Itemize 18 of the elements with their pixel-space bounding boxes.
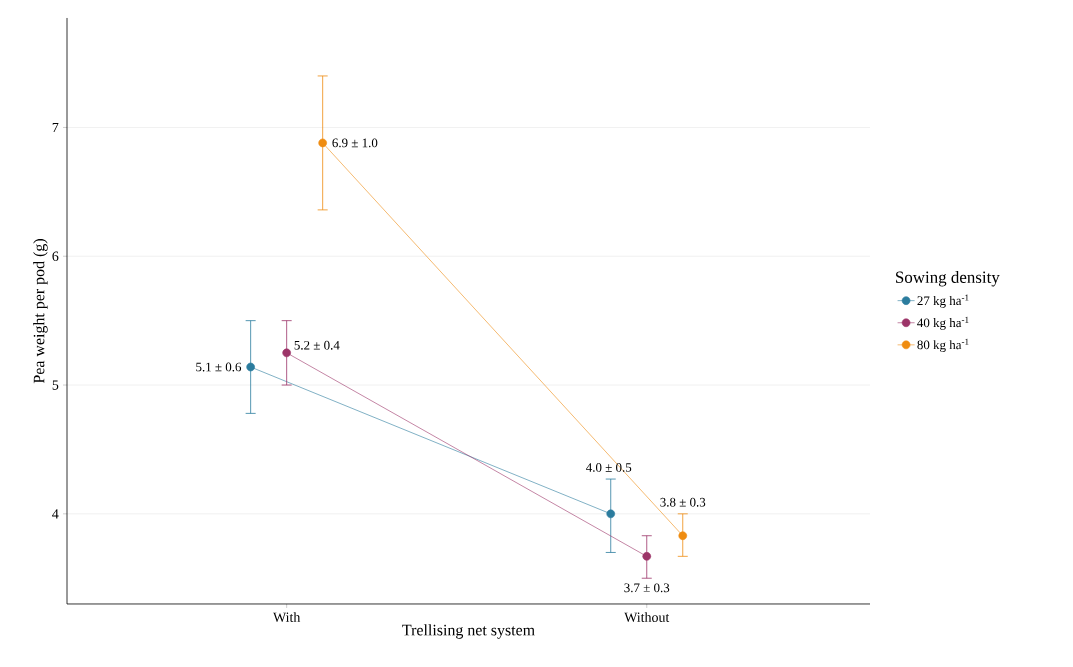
data-label: 3.8 ± 0.3 bbox=[660, 497, 706, 507]
y-axis-title: Pea weight per pod (g) bbox=[33, 239, 48, 384]
y-tick-label: 6 bbox=[52, 251, 59, 261]
x-tick-label: Without bbox=[624, 612, 670, 623]
x-tick-label: With bbox=[273, 612, 301, 623]
data-label: 5.2 ± 0.4 bbox=[294, 340, 340, 350]
data-label: 4.0 ± 0.5 bbox=[586, 463, 632, 472]
y-tick-label: 7 bbox=[52, 122, 59, 133]
data-label: 6.9 ± 1.0 bbox=[332, 138, 378, 148]
data-label: 3.7 ± 0.3 bbox=[624, 583, 670, 593]
legend-label: 27 kg ha$^{-1}$ bbox=[917, 294, 969, 308]
y-tick-label: 5 bbox=[52, 380, 59, 390]
x-axis-title: Trellising net system bbox=[402, 624, 535, 639]
legend-label: 80 kg ha$^{-1}$ bbox=[917, 338, 969, 352]
y-tick-label: 4 bbox=[52, 509, 59, 519]
data-label: 5.1 ± 0.6 bbox=[196, 362, 242, 372]
legend-label: 40 kg ha$^{-1}$ bbox=[917, 316, 969, 330]
legend-title: Sowing density bbox=[896, 271, 1000, 287]
